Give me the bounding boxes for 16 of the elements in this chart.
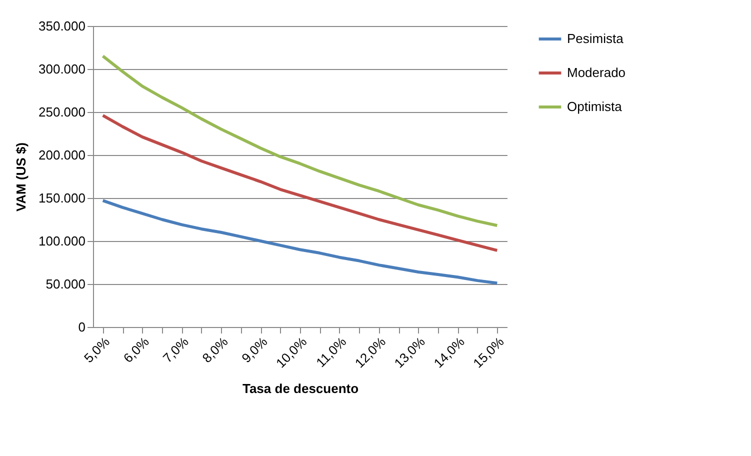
- legend-label: Moderado: [567, 65, 626, 80]
- y-tick-label: 100.000: [38, 234, 86, 248]
- y-axis-title: VAM (US $): [14, 142, 29, 212]
- y-tick-label: 50.000: [46, 276, 86, 292]
- x-axis-title: Tasa de descuento: [242, 380, 359, 396]
- legend-label: Pesimista: [567, 31, 624, 46]
- line-series: [101, 199, 499, 285]
- line-series: [101, 114, 499, 252]
- y-tick-label: 150.000: [38, 190, 86, 206]
- line-series: [101, 54, 499, 228]
- y-tick-label: 0: [78, 320, 86, 334]
- y-tick-label: 300.000: [38, 62, 86, 76]
- y-tick-label: 250.000: [38, 104, 86, 120]
- y-tick-label: 200.000: [38, 148, 86, 162]
- y-tick-label: 350.000: [38, 18, 86, 34]
- legend-label: Optimista: [567, 99, 623, 114]
